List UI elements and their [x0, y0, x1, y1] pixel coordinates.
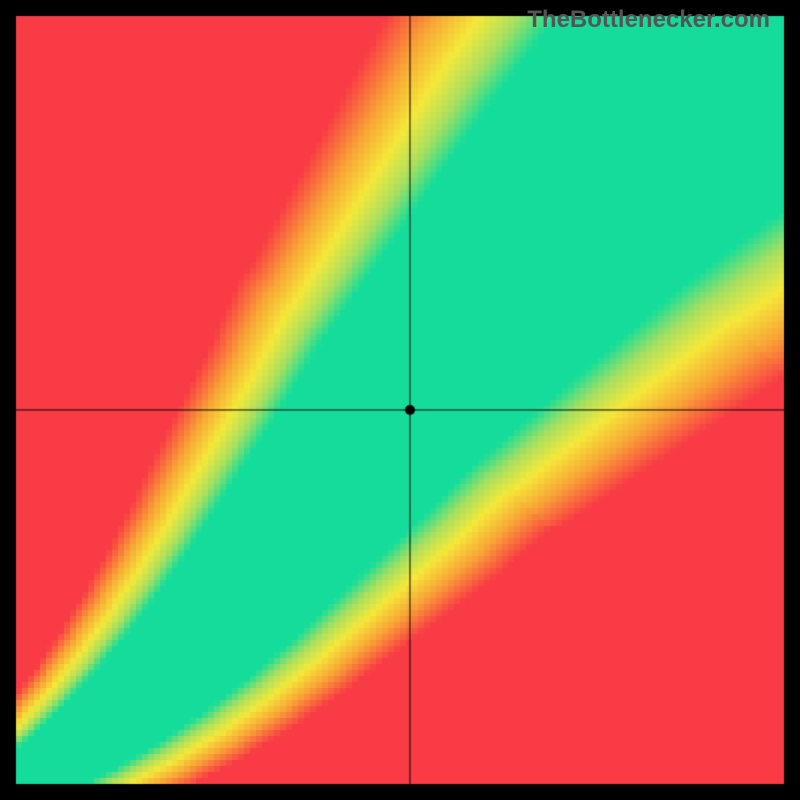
watermark-text: TheBottlenecker.com — [527, 6, 770, 34]
heatmap-canvas — [0, 0, 800, 800]
bottleneck-heatmap: TheBottlenecker.com — [0, 0, 800, 800]
